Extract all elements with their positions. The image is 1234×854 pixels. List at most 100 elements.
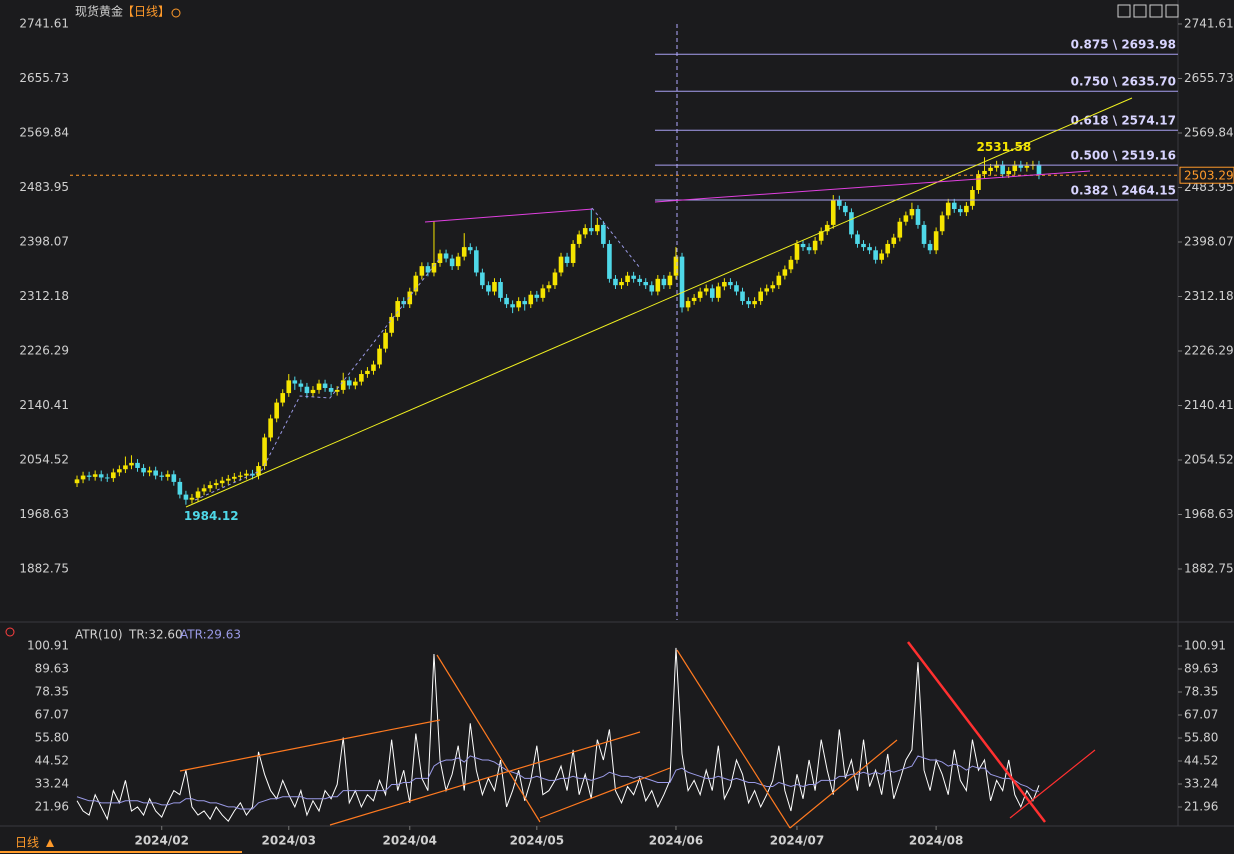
candle-body [970, 189, 975, 206]
candle-body [873, 250, 878, 260]
candle-body [74, 479, 80, 484]
candle-body [782, 269, 788, 276]
y-tick-label: 2483.95 [19, 180, 69, 194]
series-line [76, 647, 1040, 822]
candle-body [213, 483, 219, 486]
tool-icon[interactable] [1133, 4, 1147, 18]
series-line [76, 755, 1040, 810]
candle-body [298, 383, 304, 387]
indicator-icon[interactable] [5, 627, 15, 637]
candle-body [80, 475, 86, 480]
fib-label: 0.750 \ 2635.70 [1071, 75, 1176, 89]
fib-label: 0.500 \ 2519.16 [1071, 149, 1176, 163]
candle-body [528, 294, 534, 305]
atr-lines [179, 641, 1096, 829]
tool-icon[interactable] [1165, 4, 1179, 18]
candle-body [746, 301, 751, 305]
y-tick-label: 100.91 [27, 639, 69, 653]
high-label: 2531.58 [977, 140, 1032, 154]
candle-body [486, 285, 491, 292]
y-tick-label: 21.96 [1184, 799, 1218, 813]
candle-body [492, 282, 497, 292]
candle-body [951, 202, 957, 210]
candle-body [407, 291, 413, 305]
candle-body [498, 282, 503, 298]
candle-body [346, 380, 352, 386]
tool-icon[interactable] [1149, 4, 1163, 18]
candle-body [1012, 164, 1018, 171]
channel-line [539, 767, 671, 819]
candle-body [855, 234, 860, 244]
candle-body [958, 209, 963, 213]
candle-body [546, 285, 552, 289]
channel-line [789, 739, 898, 829]
candle-body [976, 174, 981, 190]
settings-icon[interactable] [171, 8, 181, 18]
candle-body [480, 272, 485, 286]
candle-body [716, 286, 721, 298]
y-tick-label: 2569.84 [1184, 125, 1234, 139]
x-tick-label: 2024/07 [770, 834, 824, 848]
candle-body [238, 475, 243, 477]
candle-body [540, 288, 546, 298]
candle-body [697, 291, 703, 298]
candle-body [147, 470, 152, 473]
candle-body [891, 237, 897, 244]
channel-line [329, 731, 641, 826]
candle-body [244, 473, 249, 476]
candle-body [764, 288, 770, 292]
candle-body [304, 386, 310, 394]
tab-arrow [46, 839, 54, 847]
candle-body [667, 275, 673, 286]
candle-body [377, 348, 382, 365]
fib-label: 0.875 \ 2693.98 [1071, 38, 1176, 52]
candle-body [353, 381, 358, 386]
candle-body [824, 224, 830, 232]
candle-body [365, 370, 370, 375]
candle-body [788, 259, 794, 270]
candle-body [111, 472, 116, 479]
channel-line [436, 654, 541, 823]
candle-body [262, 437, 267, 467]
candle-body [219, 480, 225, 484]
candle-body [758, 291, 763, 302]
candle-body [1018, 164, 1024, 168]
candle-body [201, 488, 207, 492]
timeframe-tab[interactable]: 日线 [15, 836, 39, 850]
candle-body [189, 497, 195, 500]
candle-body [818, 231, 824, 241]
candle-body [437, 253, 443, 263]
candle-body [504, 297, 509, 305]
candle-body [703, 288, 709, 292]
candle-body [830, 199, 836, 225]
candle-body [334, 389, 340, 392]
candle-body [177, 481, 183, 495]
y-tick-label: 78.35 [35, 685, 69, 699]
candle-body [752, 301, 757, 305]
candle-body [474, 250, 479, 273]
candle-body [619, 282, 624, 286]
candle-body [165, 474, 171, 477]
candle-body [849, 212, 854, 235]
wave-line [591, 207, 641, 269]
candle-body [280, 393, 286, 403]
last-price-label: 2503.29 [1184, 169, 1234, 183]
candle-body [86, 475, 92, 477]
channel-line [1009, 749, 1096, 819]
candle-body [268, 418, 273, 438]
y-tick-label: 2398.07 [19, 234, 69, 248]
wave-line [194, 257, 441, 501]
candle-body [988, 167, 993, 171]
candle-body [812, 240, 818, 251]
y-tick-label: 2226.29 [19, 344, 69, 358]
x-tick-label: 2024/02 [134, 834, 188, 848]
candle-body [516, 301, 521, 308]
candle-body [129, 462, 134, 466]
candle-body [994, 164, 999, 168]
candle-body [1024, 165, 1030, 168]
candle-body [371, 364, 376, 371]
candle-body [286, 380, 292, 394]
tool-icon[interactable] [1117, 4, 1131, 18]
candle-body [564, 256, 570, 263]
